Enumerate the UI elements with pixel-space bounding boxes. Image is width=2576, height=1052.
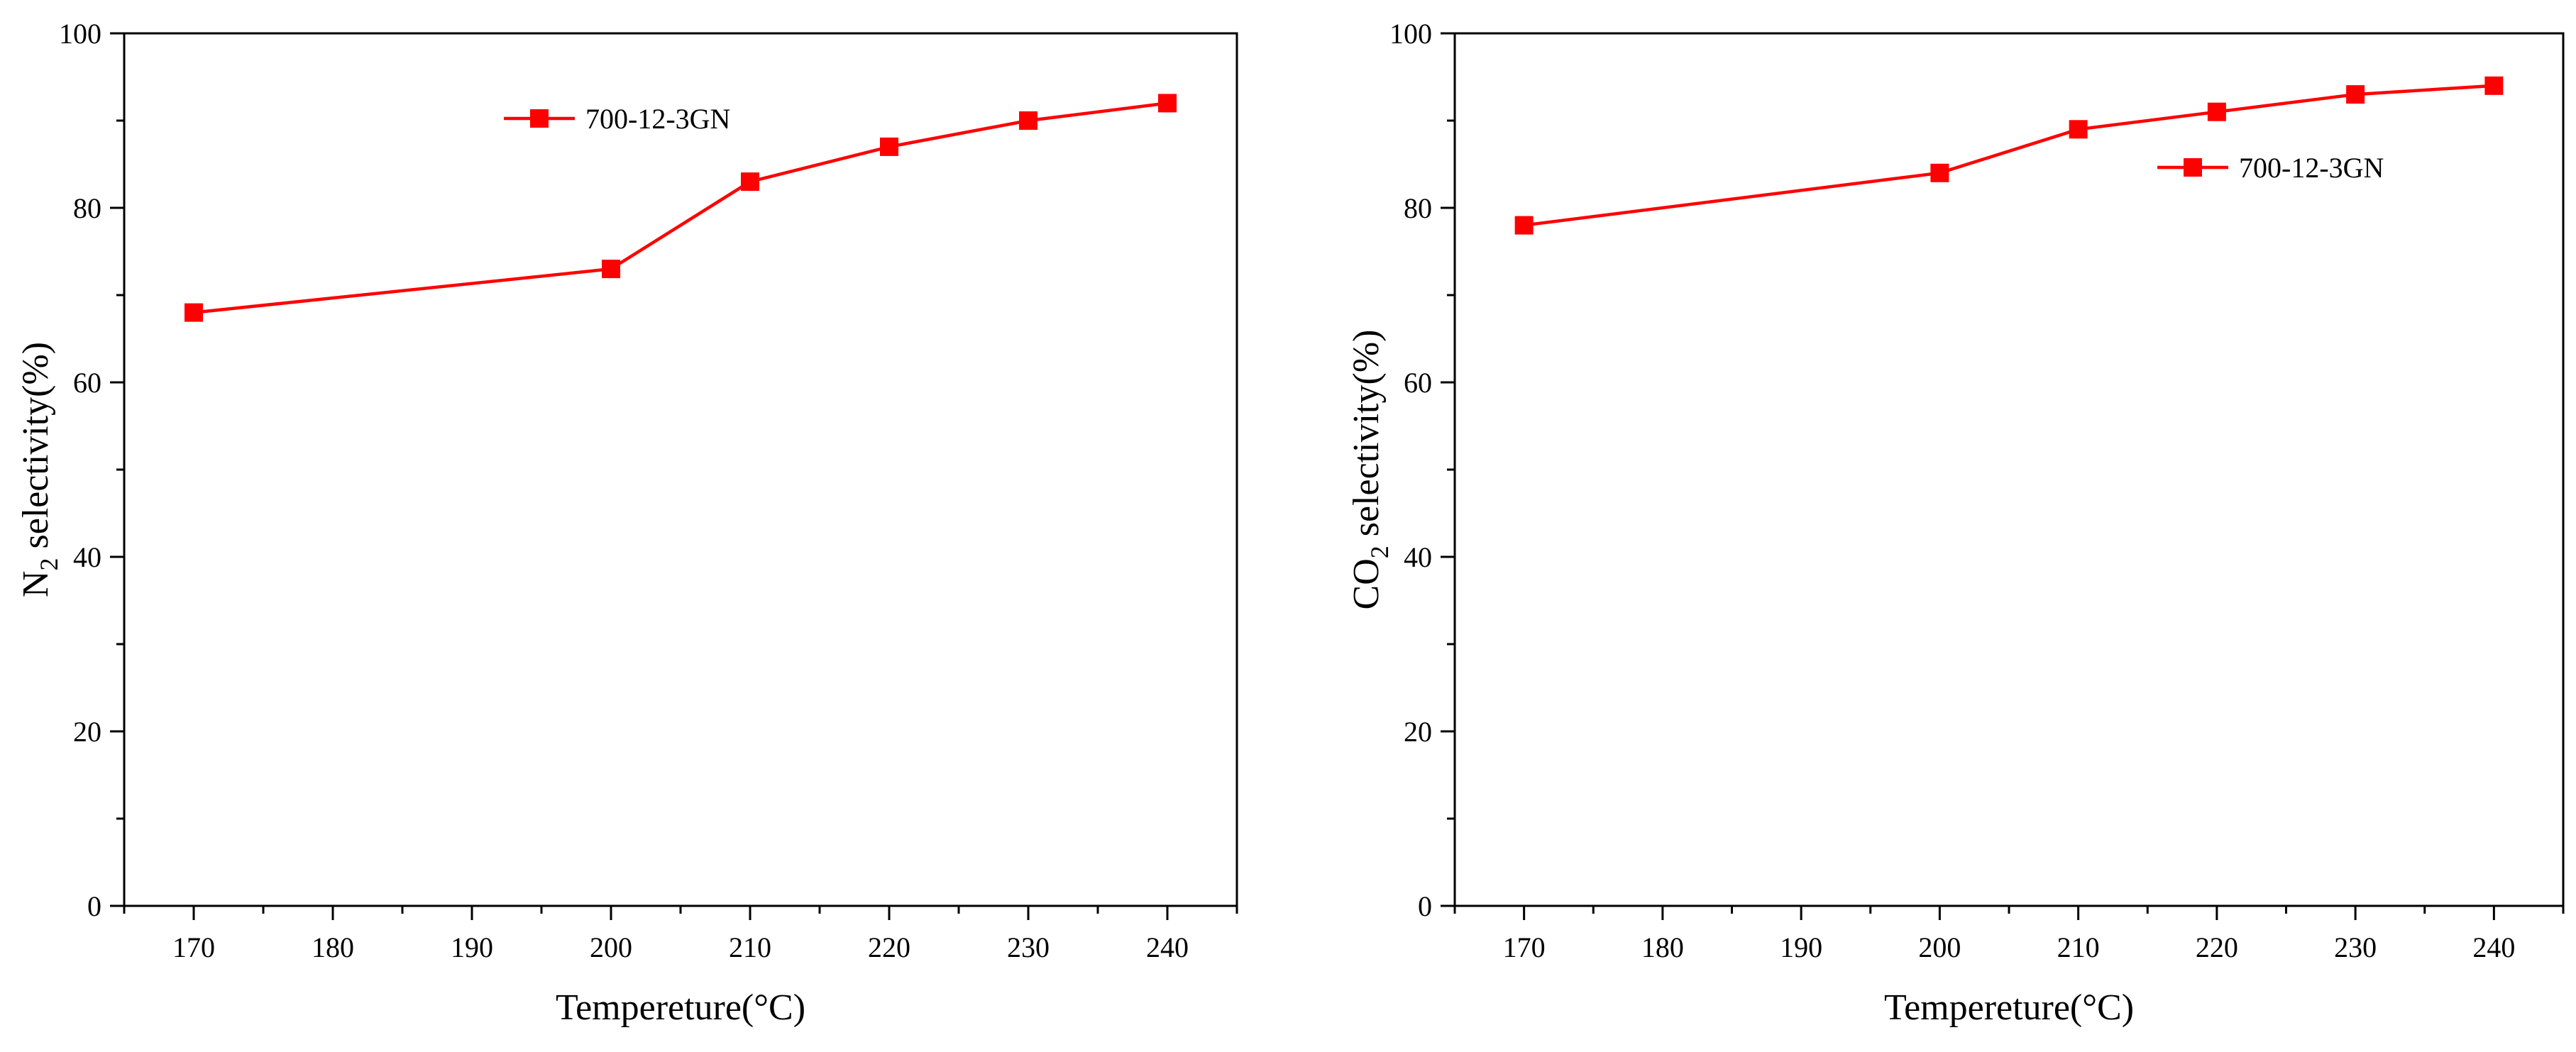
data-point-marker: [2069, 120, 2088, 139]
y-tick-label: 100: [59, 18, 101, 50]
y-tick-label: 80: [1404, 192, 1432, 224]
x-tick-label: 170: [172, 931, 215, 963]
legend-label: 700-12-3GN: [585, 103, 730, 135]
data-point-marker: [2346, 85, 2365, 104]
x-tick-label: 210: [729, 931, 771, 963]
chart-co2-selectivity: 170 180 190 200 210 220 230 240 0 20 40 60 80 100 Temp…: [1346, 18, 2565, 1028]
x-tick-label: 240: [2472, 931, 2515, 963]
x-tick-label: 170: [1503, 931, 1546, 963]
x-axis-title: Tempereture(°C): [556, 987, 805, 1028]
x-tick-label: 190: [451, 931, 493, 963]
x-tick-label: 180: [312, 931, 354, 963]
chart-n2-selectivity: 170 180 190 200 210 220 230 240 0 20 40 60 80 100 Temp…: [16, 18, 1238, 1028]
y-tick-label: 0: [87, 890, 101, 922]
data-point-marker: [741, 172, 759, 192]
x-tick-label: 200: [590, 931, 632, 963]
x-tick-label: 210: [2057, 931, 2100, 963]
x-tick-label: 200: [1918, 931, 1961, 963]
series-line: [1524, 84, 2494, 227]
y-axis-title: N2 selectivity(%): [16, 342, 63, 597]
y-tick-label: 80: [73, 192, 101, 224]
data-point-marker: [2207, 102, 2226, 121]
plot-frame: [1453, 32, 2565, 907]
y-tick-label: 100: [1389, 18, 1432, 50]
data-point-marker: [1019, 111, 1037, 130]
data-point-marker: [880, 137, 898, 156]
data-point-marker: [602, 260, 620, 279]
data-point-marker: [1930, 163, 1949, 182]
data-point-marker: [2484, 76, 2504, 95]
x-tick-label: 220: [868, 931, 910, 963]
x-tick-label: 230: [2334, 931, 2377, 963]
y-axis-title-suffix: selectivity(%): [16, 342, 56, 558]
y-tick-label: 20: [73, 716, 101, 748]
y-axis-title: CO2 selectivity(%): [1346, 330, 1394, 610]
y-tick-label: 60: [1404, 367, 1432, 399]
y-tick-label: 0: [1418, 890, 1432, 922]
y-axis-title-prefix: CO: [1346, 558, 1387, 609]
y-axis-title-prefix: N: [16, 571, 56, 598]
legend-label: 700-12-3GN: [2239, 152, 2384, 184]
data-point-marker: [1514, 216, 1534, 235]
x-tick-label: 230: [1007, 931, 1050, 963]
y-axis-title-suffix: selectivity(%): [1346, 330, 1387, 546]
data-point-marker: [185, 303, 203, 322]
legend-marker: [530, 109, 549, 128]
plot-frame: [123, 32, 1238, 907]
y-tick-label: 20: [1404, 716, 1432, 748]
y-tick-label: 40: [1404, 541, 1432, 573]
x-tick-label: 190: [1780, 931, 1822, 963]
series-line: [193, 101, 1168, 314]
y-tick-label: 40: [73, 541, 101, 573]
legend-marker: [2184, 158, 2202, 177]
x-tick-label: 240: [1146, 931, 1189, 963]
y-axis-title-subscript: 2: [35, 558, 63, 571]
y-axis-title-subscript: 2: [1365, 546, 1394, 558]
y-tick-label: 60: [73, 367, 101, 399]
x-tick-label: 180: [1641, 931, 1684, 963]
x-axis-title: Tempereture(°C): [1884, 987, 2134, 1028]
data-point-marker: [1158, 94, 1177, 113]
x-tick-label: 220: [2196, 931, 2238, 963]
